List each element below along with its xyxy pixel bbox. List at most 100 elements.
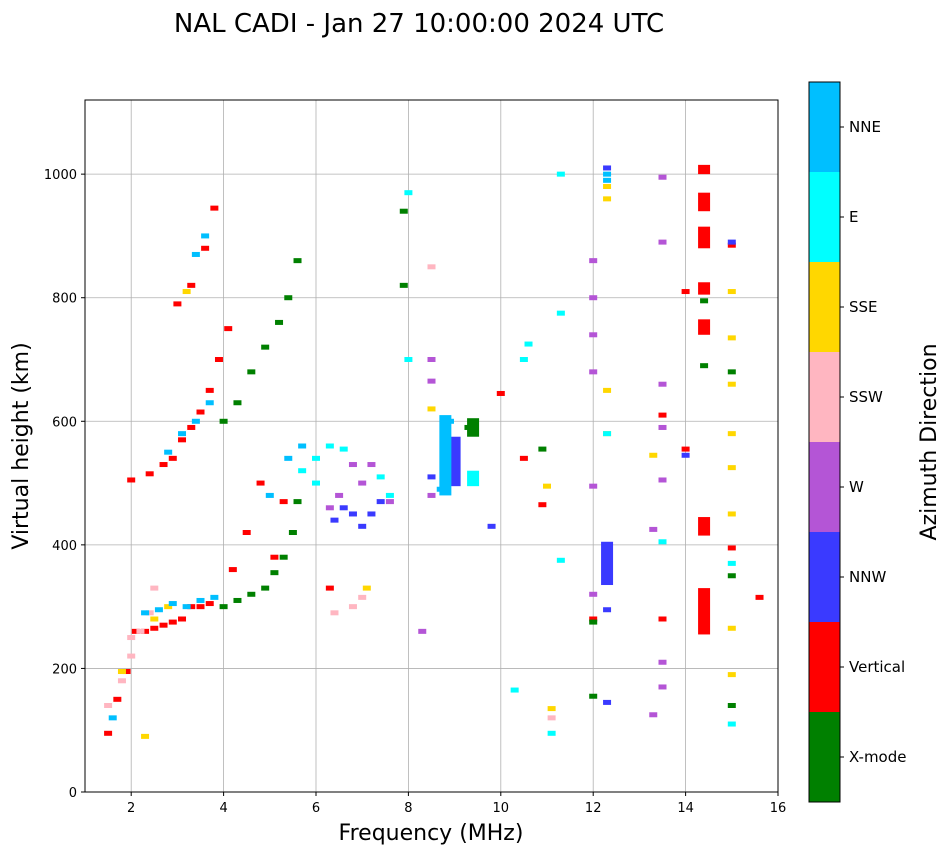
x-tick-label: 10 [493,801,510,816]
colorbar-segment [809,172,840,262]
data-point-sse [603,387,612,393]
data-point-sse [362,585,371,591]
data-point-vertical [178,437,187,443]
data-bar [698,588,711,635]
colorbar-label: SSW [849,388,883,406]
data-point-w [589,591,598,597]
data-point-x-mode [589,619,598,625]
data-point-nnw [681,452,690,458]
data-point-vertical [159,462,168,468]
data-point-w [367,462,376,468]
data-point-nne [603,171,612,177]
grid-lines [85,100,779,793]
data-bar [698,164,711,175]
data-point-vertical [187,604,196,610]
data-point-sse [649,452,658,458]
data-point-x-mode [589,693,598,699]
data-point-x-mode [288,530,297,535]
data-point-w [335,492,344,498]
data-point-x-mode [261,585,270,591]
data-point-ssw [348,604,357,610]
data-bar [467,470,480,487]
data-point-sse [603,196,612,202]
data-bar [439,415,452,496]
data-point-sse [727,672,736,678]
data-point-vertical [145,471,154,477]
data-point-x-mode [399,208,408,214]
colorbar-segment [809,622,840,712]
colorbar-segment [809,352,840,442]
data-point-nne [191,418,200,424]
x-tick-label: 8 [404,801,412,816]
data-point-nnw [339,505,348,511]
y-tick-label: 1000 [44,168,77,183]
data-point-vertical [196,409,205,415]
data-point-vertical [150,625,159,631]
data-point-sse [117,669,126,675]
data-point-w [589,332,598,338]
data-point-nne [284,455,293,461]
data-point-e [404,190,413,196]
data-point-vertical [141,628,150,634]
x-tick-label: 16 [770,801,787,816]
data-point-sse [727,625,736,631]
plot-frame [84,99,779,793]
data-point-sse [727,431,736,437]
data-point-sse [150,616,159,622]
data-point-e [325,443,334,449]
data-point-x-mode [233,400,242,406]
data-point-e [312,455,320,461]
y-tick-label: 400 [52,539,77,554]
data-point-vertical [104,730,113,736]
y-axis-label: Virtual height (km) [9,342,34,549]
data-point-vertical [681,446,690,452]
data-point-w [589,483,598,489]
data-point-w [427,357,436,362]
data-point-ssw [127,653,136,659]
data-point-nne [210,594,219,600]
data-point-vertical [538,502,547,508]
data-point-x-mode [538,446,547,452]
data-point-sse [727,289,736,295]
data-point-e [376,474,385,480]
data-bar [467,418,480,437]
data-point-w [649,712,658,718]
data-point-ssw [104,703,113,708]
data-point-w [658,659,667,665]
colorbar-segment [809,442,840,532]
data-point-nnw [487,523,496,529]
data-point-ssw [427,264,436,270]
data-point-sse [164,604,173,610]
data-point-vertical [519,455,528,461]
data-point-x-mode [261,344,270,350]
data-point-nne [141,610,150,616]
data-point-w [658,381,667,387]
x-tick-label: 6 [312,801,320,816]
data-point-x-mode [293,499,302,505]
data-point-x-mode [247,369,256,375]
data-point-nnw [376,499,385,505]
data-point-x-mode [279,554,288,560]
data-point-sse [182,289,191,295]
data-point-vertical [187,282,196,288]
data-bar [601,541,614,586]
colorbar-title: Azimuth Direction [917,343,942,540]
chart-title: NAL CADI - Jan 27 10:00:00 2024 UTC [174,9,664,39]
data-point-vertical [279,499,288,505]
data-point-nne [298,443,307,449]
x-tick-label: 2 [127,801,135,816]
azimuth-colorbar: X-mode Vertical NNW W SSW SSE E NNE [808,81,906,803]
data-point-w [418,628,427,634]
data-point-vertical [727,545,736,551]
data-point-vertical [228,567,237,573]
data-point-e [658,539,667,545]
data-point-ssw [127,635,136,641]
data-point-nnw [367,511,376,517]
data-point-vertical [113,696,122,702]
data-point-w [348,462,357,468]
data-point-vertical [205,601,214,607]
data-point-e [556,310,565,316]
data-point-e [603,431,612,437]
data-point-ssw [117,678,126,684]
